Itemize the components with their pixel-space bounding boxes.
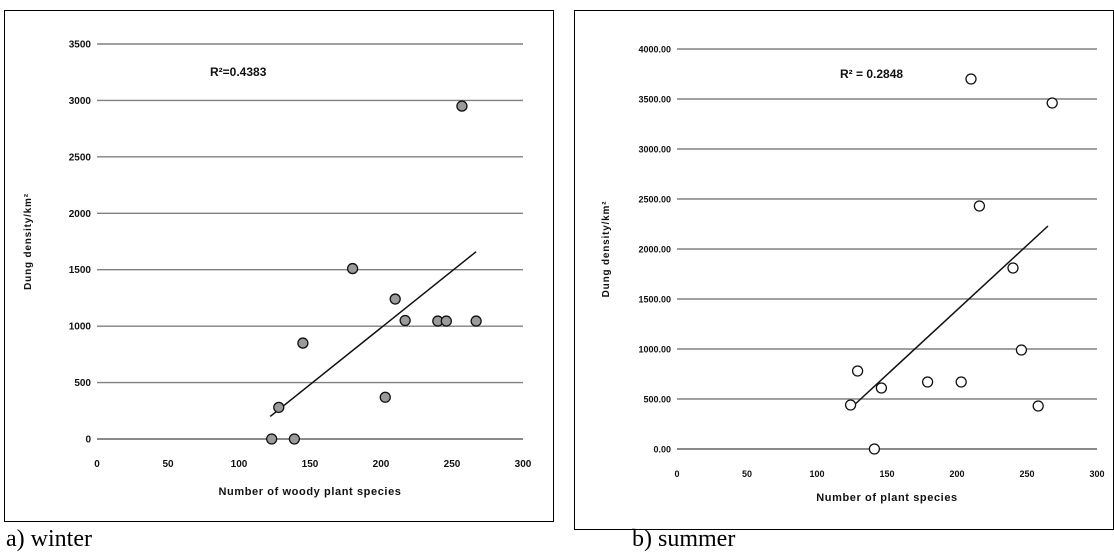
data-point (851, 365, 864, 377)
y-tick-label: 0.00 (653, 445, 671, 455)
data-point (1007, 262, 1019, 274)
data-point (921, 376, 934, 388)
x-tick-label: 300 (515, 459, 532, 470)
data-point (1032, 400, 1044, 412)
x-tick-label: 50 (162, 459, 174, 470)
trendline (851, 225, 1049, 408)
data-point (266, 433, 278, 445)
y-tick-label: 4000.00 (638, 45, 671, 55)
caption-winter: a) winter (6, 526, 92, 552)
y-axis-label: Dung density/km² (23, 193, 34, 290)
data-point (288, 433, 301, 445)
y-tick-label: 500 (74, 378, 91, 389)
data-point (399, 314, 411, 327)
y-tick-label: 1000 (69, 322, 92, 333)
chart-panel-winter: 0 500 1000 1500 2000 2500 3000 3500 0 50 100 150 200… (4, 10, 554, 522)
trendline (269, 251, 477, 418)
y-tick-label: 0 (85, 435, 91, 446)
y-tick-label: 2500 (69, 152, 92, 163)
y-tick-label: 2500.00 (638, 195, 671, 205)
x-tick-label: 300 (1089, 469, 1104, 479)
data-point (470, 315, 482, 327)
data-point (1046, 97, 1058, 109)
x-tick-label: 200 (373, 459, 390, 470)
data-point (844, 399, 857, 411)
data-point (965, 73, 977, 85)
y-tick-label: 500.00 (643, 395, 671, 405)
x-axis-label: Number of plant species (816, 492, 958, 504)
y-tick-label: 3000 (69, 96, 92, 107)
y-axis-label: Dung density/km² (601, 201, 612, 298)
x-tick-label: 100 (231, 459, 248, 470)
data-point (273, 401, 285, 414)
data-point (456, 100, 468, 112)
y-tick-label: 2000 (69, 209, 92, 220)
x-tick-label: 150 (302, 459, 319, 470)
x-tick-label: 250 (1019, 469, 1034, 479)
y-tick-label: 3500.00 (638, 95, 671, 105)
chart-summer: 0.00 500.00 1000.00 1500.00 2000.00 2500.00 30… (601, 45, 1105, 505)
data-point (389, 293, 401, 305)
y-tick-label: 1500 (69, 265, 92, 276)
caption-summer: b) summer (632, 526, 736, 552)
x-tick-label: 0 (674, 469, 679, 479)
x-axis-label: Number of woody plant species (218, 486, 401, 498)
data-point (973, 200, 986, 212)
data-point (379, 391, 391, 403)
y-tick-label: 2000.00 (638, 245, 671, 255)
x-tick-label: 100 (809, 469, 824, 479)
data-point (297, 337, 309, 349)
y-tick-label: 1500.00 (638, 295, 671, 305)
y-tick-label: 3000.00 (638, 145, 671, 155)
data-point (346, 262, 359, 275)
data-point (1015, 344, 1028, 356)
x-tick-label: 150 (879, 469, 894, 479)
y-tick-label: 1000.00 (638, 345, 671, 355)
data-point (440, 315, 452, 327)
r-squared-annotation: R² = 0.2848 (840, 67, 903, 81)
data-point (875, 382, 888, 394)
y-tick-label: 3500 (69, 40, 92, 51)
x-tick-label: 200 (949, 469, 964, 479)
data-point (868, 443, 881, 455)
x-tick-label: 0 (94, 459, 100, 470)
x-tick-label: 50 (742, 469, 752, 479)
x-tick-label: 250 (444, 459, 461, 470)
r-squared-annotation: R²=0.4383 (210, 65, 267, 79)
chart-winter: 0 500 1000 1500 2000 2500 3000 3500 0 50 100 150 200… (23, 40, 532, 499)
chart-panel-summer: 0.00 500.00 1000.00 1500.00 2000.00 2500.00 30… (574, 10, 1114, 530)
data-point (955, 376, 967, 388)
